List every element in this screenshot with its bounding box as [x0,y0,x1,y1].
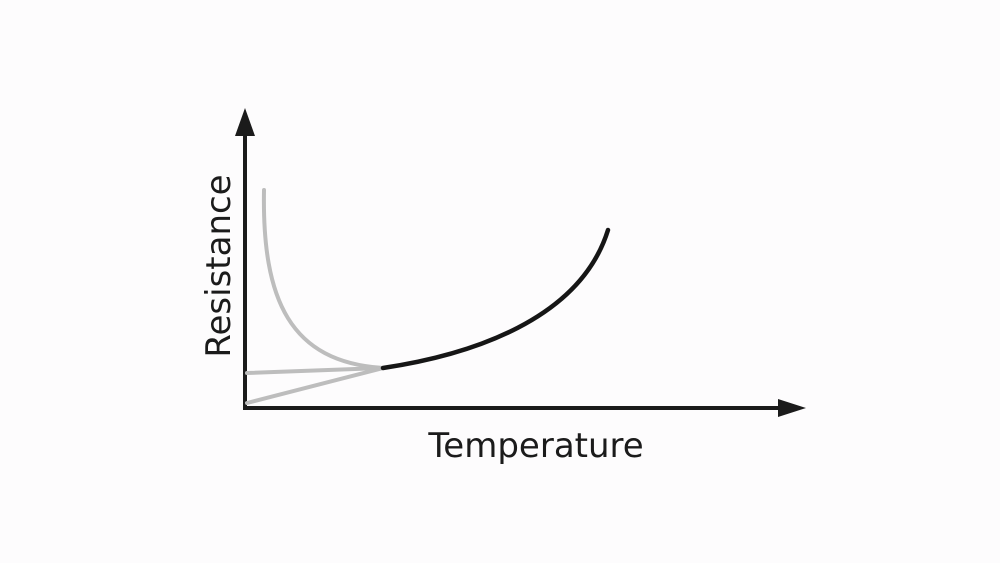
y-axis-label: Resistance [199,174,239,357]
x-axis-arrow-icon [778,399,806,417]
resistance-curve [380,227,611,371]
pure-metal-line [245,366,385,405]
superconductor-curve [261,188,385,370]
x-axis-label: Temperature [427,426,643,466]
impure-metal-line [245,366,385,375]
y-axis-arrow-icon [235,108,255,136]
